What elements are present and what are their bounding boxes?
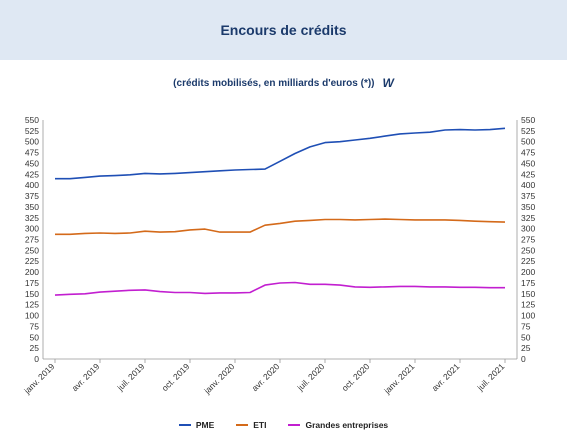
legend-swatch xyxy=(236,424,249,426)
y-tick-label-left: 175 xyxy=(25,278,39,288)
y-tick-label-right: 75 xyxy=(521,321,531,331)
y-tick-label-right: 525 xyxy=(521,126,535,136)
y-tick-label-left: 300 xyxy=(25,224,39,234)
legend-swatch xyxy=(288,424,301,426)
y-tick-label-left: 0 xyxy=(34,354,39,364)
chart-legend: PME ETI Grandes entreprises xyxy=(0,420,567,430)
y-tick-label-left: 275 xyxy=(25,235,39,245)
x-tick-label: juil. 2020 xyxy=(295,361,327,393)
y-tick-label-right: 450 xyxy=(521,158,535,168)
y-tick-label-right: 550 xyxy=(521,115,535,125)
y-tick-label-right: 350 xyxy=(521,202,535,212)
y-tick-label-left: 550 xyxy=(25,115,39,125)
x-tick-label: janv. 2020 xyxy=(201,361,236,396)
chart-subtitle: (crédits mobilisés, en milliards d'euros… xyxy=(173,77,375,89)
x-tick-label: janv. 2019 xyxy=(21,361,56,396)
series-line-grandes-entreprises[interactable] xyxy=(54,281,505,296)
y-tick-label-right: 125 xyxy=(521,300,535,310)
y-tick-label-left: 425 xyxy=(25,169,39,179)
y-tick-label-left: 350 xyxy=(25,202,39,212)
y-tick-label-left: 500 xyxy=(25,137,39,147)
y-tick-label-right: 0 xyxy=(521,354,526,364)
series-line-eti[interactable] xyxy=(55,218,506,236)
y-tick-label-left: 475 xyxy=(25,148,39,158)
x-tick-label: avr. 2019 xyxy=(70,361,102,393)
y-tick-label-right: 200 xyxy=(521,267,535,277)
y-tick-label-left: 50 xyxy=(30,332,40,342)
y-tick-label-left: 450 xyxy=(25,158,39,168)
y-tick-label-right: 50 xyxy=(521,332,531,342)
y-tick-label-left: 325 xyxy=(25,213,39,223)
y-tick-label-left: 150 xyxy=(25,289,39,299)
x-tick-label: juil. 2021 xyxy=(475,361,507,393)
y-tick-label-left: 25 xyxy=(30,343,40,353)
legend-label: ETI xyxy=(253,420,267,430)
legend-item[interactable]: Grandes entreprises xyxy=(288,420,388,430)
w-brand-icon[interactable]: W xyxy=(382,76,394,90)
y-tick-label-right: 25 xyxy=(521,343,531,353)
y-tick-label-left: 250 xyxy=(25,245,39,255)
y-tick-label-right: 250 xyxy=(521,245,535,255)
x-tick-label: avr. 2020 xyxy=(250,361,282,393)
y-tick-label-right: 400 xyxy=(521,180,535,190)
subtitle-row: (crédits mobilisés, en milliards d'euros… xyxy=(0,76,567,90)
legend-swatch xyxy=(178,424,191,426)
y-tick-label-right: 325 xyxy=(521,213,535,223)
y-tick-label-left: 400 xyxy=(25,180,39,190)
y-tick-label-right: 225 xyxy=(521,256,535,266)
page-title: Encours de crédits xyxy=(220,22,347,38)
y-tick-label-left: 75 xyxy=(30,321,40,331)
y-tick-label-right: 375 xyxy=(521,191,535,201)
x-tick-label: avr. 2021 xyxy=(430,361,462,393)
y-tick-label-right: 475 xyxy=(521,148,535,158)
series-line-pme[interactable] xyxy=(55,127,506,180)
x-tick-label: oct. 2020 xyxy=(340,361,372,393)
y-tick-label-left: 525 xyxy=(25,126,39,136)
y-tick-label-right: 175 xyxy=(521,278,535,288)
y-tick-label-right: 100 xyxy=(521,311,535,321)
y-tick-label-right: 300 xyxy=(521,224,535,234)
y-tick-label-left: 100 xyxy=(25,311,39,321)
x-tick-label: juil. 2019 xyxy=(115,361,147,393)
x-tick-label: janv. 2021 xyxy=(381,361,416,396)
y-tick-label-left: 375 xyxy=(25,191,39,201)
x-tick-label: oct. 2019 xyxy=(160,361,192,393)
header-banner: Encours de crédits xyxy=(0,0,567,60)
legend-label: PME xyxy=(195,420,215,430)
y-tick-label-right: 150 xyxy=(521,289,535,299)
legend-label: Grandes entreprises xyxy=(305,420,389,430)
y-tick-label-right: 500 xyxy=(521,137,535,147)
y-tick-label-left: 200 xyxy=(25,267,39,277)
legend-item[interactable]: PME xyxy=(178,420,215,430)
legend-item[interactable]: ETI xyxy=(236,420,266,430)
y-tick-label-right: 425 xyxy=(521,169,535,179)
y-tick-label-left: 225 xyxy=(25,256,39,266)
y-tick-label-right: 275 xyxy=(521,235,535,245)
y-tick-label-left: 125 xyxy=(25,300,39,310)
